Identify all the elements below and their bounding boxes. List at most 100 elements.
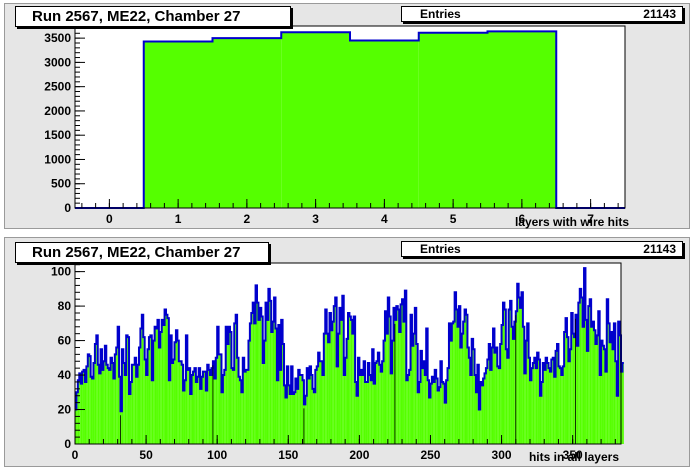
hits-stats-box: Entries 21143: [401, 241, 683, 257]
hits-bar: [231, 368, 233, 444]
hits-bar: [441, 381, 444, 444]
layers-bar: [143, 41, 213, 208]
hits-bar: [168, 380, 171, 444]
hits-bar: [515, 311, 518, 444]
hits-bar: [124, 375, 127, 444]
hits-bar: [552, 357, 555, 444]
hits-bar: [367, 362, 370, 444]
hits-bar: [393, 307, 395, 444]
hits-bar: [97, 364, 100, 444]
layers-bar: [487, 31, 557, 208]
hits-bar: [474, 375, 476, 444]
hits-bar: [227, 344, 229, 444]
hits-bar: [585, 319, 587, 444]
hits-bar: [77, 380, 80, 444]
hits-bar: [575, 314, 577, 444]
hits-bar: [559, 368, 562, 444]
hits-bar: [562, 366, 565, 444]
hits-bar: [202, 371, 205, 444]
hits-bar: [157, 319, 159, 444]
hits-bar: [495, 347, 498, 444]
layers-y-tick-label: 2500: [44, 80, 71, 94]
hits-histogram-plot: 0 20 40 60 80 100 0 50 100 150 200 250 300 350: [51, 262, 624, 462]
hits-bar: [106, 364, 108, 444]
hits-bar: [564, 331, 566, 444]
hits-bar: [433, 381, 435, 444]
hits-bar: [82, 371, 84, 444]
hits-bar: [409, 369, 411, 444]
hits-bar: [328, 342, 330, 444]
hits-bar: [291, 366, 293, 444]
hits-bar: [460, 347, 462, 444]
layers-x-tick-label: 7: [587, 212, 594, 226]
layers-y-tick-label: 1500: [44, 128, 71, 142]
hits-bar: [463, 321, 465, 444]
hits-bar: [504, 309, 506, 444]
hits-bar: [160, 331, 162, 444]
hits-bar: [245, 369, 248, 444]
hits-bar: [340, 319, 343, 444]
hits-bar: [458, 306, 461, 444]
hits-bar: [153, 340, 155, 444]
hits-bar: [578, 302, 580, 444]
hits-bar: [76, 392, 78, 444]
hits-bar: [608, 323, 610, 444]
hits-bar: [207, 364, 209, 444]
hits-bar: [212, 361, 215, 444]
hits-bar: [177, 340, 179, 444]
hits-bar: [193, 371, 195, 444]
hits-bar: [396, 306, 398, 444]
hits-bar: [234, 323, 236, 444]
hits-bar: [133, 364, 135, 444]
hits-bar: [420, 350, 422, 444]
hits-bar: [257, 302, 259, 444]
hits-bar: [319, 361, 321, 444]
hits-bar: [242, 357, 245, 444]
hits-bar: [591, 326, 593, 444]
hits-bar: [83, 369, 85, 444]
layers-x-tick-label: 5: [450, 212, 457, 226]
hits-bar: [430, 383, 432, 444]
hits-bar: [494, 352, 496, 444]
hits-bar: [551, 359, 553, 444]
hits-bar: [239, 380, 242, 444]
hits-bar: [102, 369, 104, 444]
hits-bar: [301, 375, 303, 444]
hits-bar: [281, 319, 283, 444]
hits-bar: [416, 344, 418, 444]
hits-bar: [394, 319, 397, 444]
hits-bar: [565, 318, 567, 444]
hits-bar: [400, 304, 403, 444]
hits-bar: [195, 381, 198, 444]
hits-bar: [158, 347, 161, 444]
hits-bar: [255, 285, 257, 444]
hits-bar: [478, 409, 481, 444]
hits-bar: [215, 357, 218, 444]
hits-x-tick-label: 100: [207, 448, 227, 462]
hits-bar: [558, 366, 560, 444]
hits-bar: [316, 366, 319, 444]
hits-bar: [295, 378, 297, 444]
hits-bar: [410, 314, 412, 444]
hits-bar: [258, 319, 260, 444]
hits-bar: [549, 371, 552, 444]
layers-histogram-plot: 0 500 1000 1500 2000 2500 3000 3500 0 1 2 3 4 5 6 7: [44, 25, 626, 226]
hits-bar: [490, 369, 492, 444]
hits-bar: [211, 368, 213, 444]
hits-bar: [508, 309, 511, 444]
hits-bar: [175, 330, 178, 444]
hits-bar: [501, 325, 503, 444]
hits-bar: [278, 325, 280, 444]
hits-bar: [518, 297, 521, 444]
hits-bar: [94, 344, 97, 444]
hits-bar: [113, 378, 115, 444]
hits-bar: [376, 361, 378, 444]
hits-bar: [369, 375, 371, 444]
hits-bar: [557, 344, 559, 444]
hits-bar: [453, 321, 455, 444]
hits-bar: [92, 378, 94, 444]
hits-bar: [141, 314, 144, 444]
hits-bar: [457, 326, 459, 444]
hits-bar: [464, 309, 467, 444]
hits-bar: [500, 344, 502, 444]
